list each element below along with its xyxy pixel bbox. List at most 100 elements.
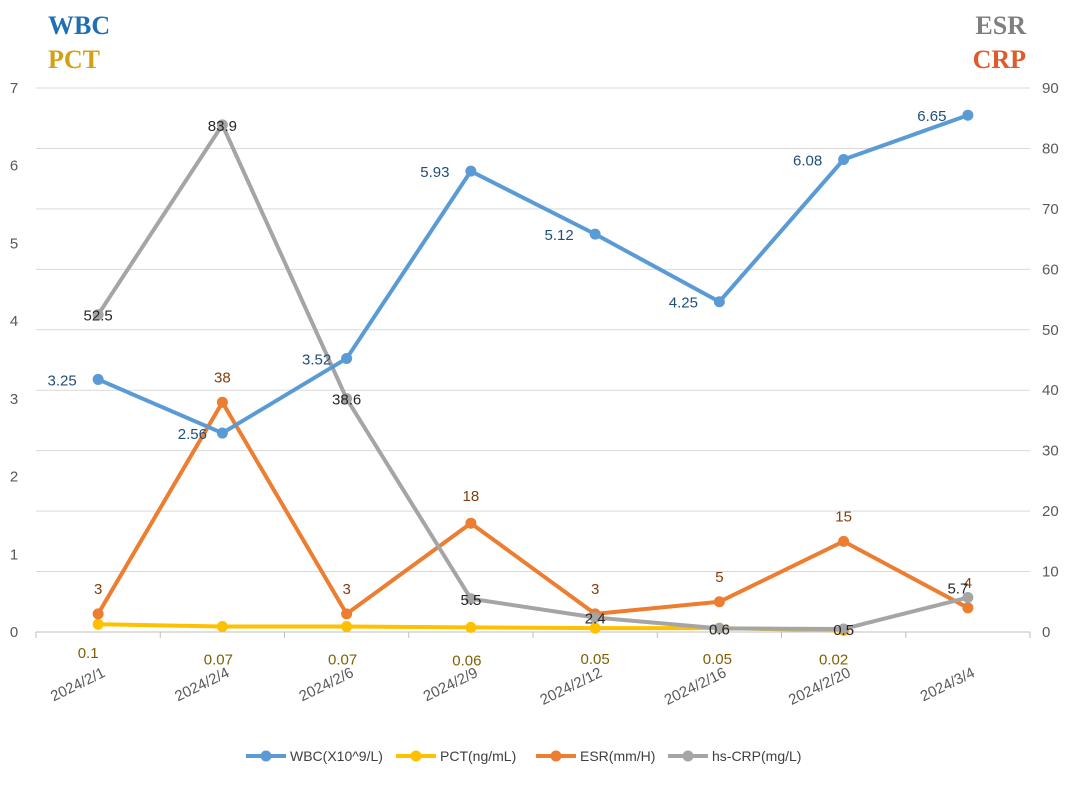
- data-point: [713, 622, 725, 634]
- y-right-tick-label: 40: [1042, 382, 1059, 399]
- legend-marker: [550, 750, 562, 762]
- legend-marker: [410, 750, 422, 762]
- data-point: [838, 623, 850, 635]
- y-right-tick-label: 30: [1042, 443, 1059, 460]
- data-point: [92, 608, 104, 620]
- data-point: [465, 593, 477, 605]
- y-left-tick-label: 3: [10, 391, 18, 408]
- y-left-tick-label: 7: [10, 80, 18, 97]
- y-left-tick-label: 2: [10, 469, 18, 486]
- data-point: [341, 621, 353, 633]
- data-point: [216, 396, 228, 408]
- data-label: 3: [94, 581, 102, 598]
- x-tick-label: 2024/2/9: [421, 664, 481, 705]
- data-point: [92, 618, 104, 630]
- x-tick-label: 2024/2/16: [662, 664, 729, 709]
- y-right-tick-label: 70: [1042, 201, 1059, 218]
- data-label: 3: [342, 581, 350, 598]
- data-point: [589, 622, 601, 634]
- data-point: [465, 517, 477, 529]
- data-label: 4.25: [669, 295, 698, 312]
- data-label: 83.9: [208, 118, 237, 135]
- data-label: 6.65: [917, 108, 946, 125]
- data-point: [962, 602, 974, 614]
- corner-title-wbc: WBC: [48, 11, 110, 40]
- data-point: [216, 621, 228, 633]
- y-right-tick-label: 50: [1042, 322, 1059, 339]
- data-label: 3: [591, 581, 599, 598]
- series-line-0: [96, 113, 970, 436]
- legend-marker: [260, 750, 272, 762]
- data-point: [838, 153, 850, 165]
- data-point: [713, 596, 725, 608]
- data-label: 0.5: [833, 622, 854, 639]
- data-point: [216, 427, 228, 439]
- data-label: 0.6: [709, 621, 730, 638]
- data-label: 5.12: [545, 227, 574, 244]
- series-line-2: [96, 400, 970, 616]
- series-lines: [92, 109, 974, 636]
- y-right-tick-label: 60: [1042, 261, 1059, 278]
- legend-marker: [682, 750, 694, 762]
- data-label: 0.02: [819, 651, 848, 668]
- data-label: 2.4: [585, 610, 606, 627]
- data-point: [216, 119, 228, 131]
- data-point: [589, 611, 601, 623]
- x-tick-label: 2024/2/6: [296, 664, 356, 705]
- data-label: 5.93: [420, 164, 449, 181]
- data-point: [713, 296, 725, 308]
- y-right-tick-label: 90: [1042, 80, 1059, 97]
- data-point: [341, 608, 353, 620]
- legend-label: ESR(mm/H): [580, 748, 655, 764]
- data-point: [465, 165, 477, 177]
- data-point: [962, 109, 974, 121]
- data-point: [92, 373, 104, 385]
- data-point: [962, 592, 974, 604]
- data-label: 2.56: [178, 426, 207, 443]
- y-left-tick-label: 4: [10, 313, 18, 330]
- legend: WBC(X10^9/L) PCT(ng/mL) ESR(mm/H) hs-CRP(mg…: [246, 748, 801, 764]
- data-label: 0.1: [78, 645, 99, 662]
- data-point: [838, 535, 850, 547]
- y-left-tick-label: 5: [10, 235, 18, 252]
- y-right-tick-label: 0: [1042, 624, 1050, 641]
- legend-label: PCT(ng/mL): [440, 748, 516, 764]
- data-label: 38: [214, 369, 231, 386]
- data-label: 5.7: [947, 581, 968, 598]
- y-right-tick-label: 20: [1042, 503, 1059, 520]
- data-label: 38.6: [332, 392, 361, 409]
- series-line-3: [96, 122, 970, 631]
- x-tick-label: 2024/2/4: [172, 664, 232, 705]
- data-point: [92, 309, 104, 321]
- data-point: [341, 393, 353, 405]
- data-label: 0.05: [703, 651, 732, 668]
- legend-label: hs-CRP(mg/L): [712, 748, 801, 764]
- data-label: 0.07: [204, 652, 233, 669]
- data-label: 52.5: [84, 308, 113, 325]
- corner-titles: WBC PCT ESR CRP: [48, 11, 1026, 74]
- x-tick-label: 2024/3/4: [918, 664, 978, 705]
- corner-title-esr: ESR: [975, 11, 1026, 40]
- gridlines: [36, 87, 1030, 573]
- data-label: 0.06: [452, 652, 481, 669]
- legend-label: WBC(X10^9/L): [290, 748, 383, 764]
- y-left-tick-label: 6: [10, 158, 18, 175]
- data-point: [341, 352, 353, 364]
- y-right-tick-label: 10: [1042, 564, 1059, 581]
- corner-title-pct: PCT: [48, 45, 100, 74]
- x-tick-label: 2024/2/20: [786, 664, 853, 709]
- y-left-tick-label: 0: [10, 624, 18, 641]
- data-label: 5: [715, 569, 723, 586]
- data-label: 18: [463, 488, 480, 505]
- data-label: 6.08: [793, 152, 822, 169]
- y-left-tick-label: 1: [10, 546, 18, 563]
- data-label: 0.07: [328, 652, 357, 669]
- x-tick-label: 2024/2/12: [537, 664, 604, 709]
- data-point: [465, 621, 477, 633]
- y-right-tick-label: 80: [1042, 140, 1059, 157]
- data-label: 15: [835, 508, 852, 525]
- data-label: 0.05: [581, 651, 610, 668]
- data-label: 5.5: [460, 592, 481, 609]
- data-labels: 3.25 2.56 3.52 5.93 5.12 4.25 6.08 6.65 0.1 0.07 0…: [48, 108, 973, 669]
